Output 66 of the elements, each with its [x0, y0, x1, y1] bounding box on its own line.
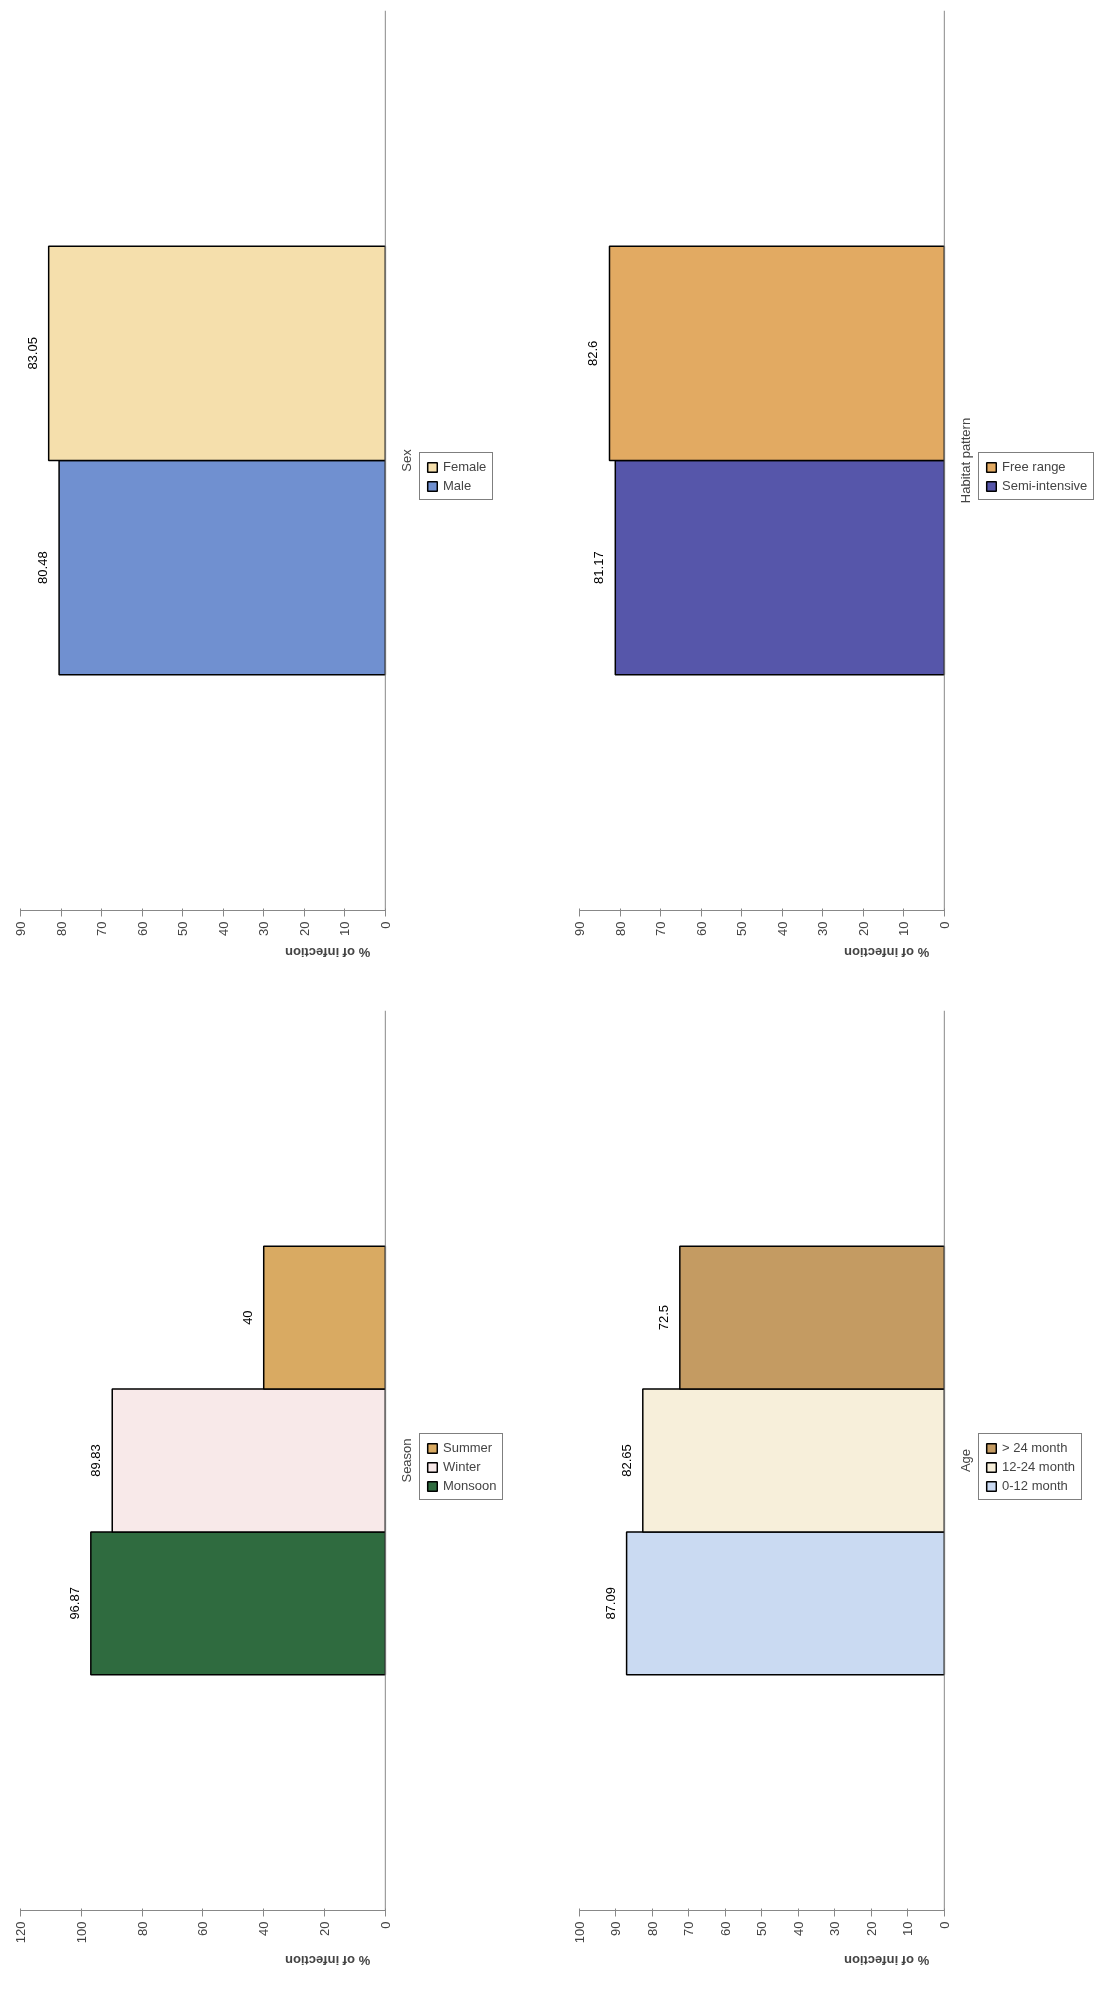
x-tick-label: 90: [13, 921, 28, 936]
legend-label: Free range: [1002, 459, 1066, 474]
data-label: 72.5: [655, 1304, 671, 1331]
x-tick-label: 40: [774, 921, 790, 936]
x-tick-label: 90: [608, 1921, 624, 1936]
x-tick-label: 90: [572, 921, 587, 936]
x-tick-label: 100: [572, 1921, 587, 1944]
x-tick-label: 60: [693, 921, 709, 936]
y-axis-title: Season: [399, 1438, 415, 1483]
legend-label: Male: [443, 478, 472, 493]
x-tick-label: 50: [754, 1921, 770, 1936]
x-tick-label: 10: [337, 921, 353, 936]
x-tick-label: 120: [13, 1921, 28, 1944]
x-axis-title: % of infection: [284, 1952, 371, 1968]
data-label: 40: [239, 1310, 255, 1325]
x-axis-title: % of infection: [843, 945, 930, 961]
y-axis-title: Habitat pattern: [958, 417, 974, 504]
data-label: 80.48: [35, 551, 51, 584]
x-tick-label: 80: [53, 921, 69, 936]
x-tick-label: 0: [377, 1921, 393, 1929]
data-label: 87.09: [602, 1587, 618, 1620]
legend-label: Semi-intensive: [1002, 478, 1088, 493]
x-tick-label: 10: [896, 921, 912, 936]
data-label: 81.17: [591, 551, 607, 584]
x-tick-label: 80: [612, 921, 628, 936]
x-tick-label: 60: [717, 1921, 733, 1936]
legend-label: Winter: [443, 1459, 481, 1474]
data-label: 82.6: [585, 340, 601, 367]
data-label: 89.83: [88, 1444, 104, 1477]
x-tick-label: 20: [317, 1921, 333, 1936]
x-tick-label: 30: [256, 921, 272, 936]
x-tick-label: 80: [134, 1921, 150, 1936]
x-tick-label: 70: [94, 921, 110, 936]
legend-label: Female: [443, 459, 487, 474]
legend-label: Summer: [443, 1440, 493, 1455]
x-tick-label: 80: [644, 1921, 660, 1936]
data-label: 82.65: [618, 1444, 634, 1477]
legend-label: 12-24 month: [1002, 1459, 1075, 1474]
legend-label: > 24 month: [1002, 1440, 1068, 1455]
x-tick-label: 30: [827, 1921, 843, 1936]
legend-label: 0-12 month: [1002, 1478, 1068, 1493]
x-tick-label: 60: [195, 1921, 211, 1936]
x-tick-label: 30: [815, 921, 831, 936]
x-tick-label: 40: [215, 921, 231, 936]
x-tick-label: 100: [73, 1921, 89, 1944]
x-tick-label: 20: [863, 1921, 879, 1936]
x-tick-label: 50: [734, 921, 750, 936]
legend-label: Monsoon: [443, 1478, 497, 1493]
x-tick-label: 20: [855, 921, 871, 936]
x-tick-label: 40: [256, 1921, 272, 1936]
x-tick-label: 0: [936, 1921, 952, 1929]
x-tick-label: 70: [653, 921, 669, 936]
x-tick-label: 20: [296, 921, 312, 936]
data-label: 83.05: [24, 337, 40, 370]
x-tick-label: 10: [900, 1921, 916, 1936]
x-tick-label: 0: [936, 921, 952, 929]
x-tick-label: 70: [681, 1921, 697, 1936]
x-axis-title: % of infection: [284, 945, 371, 961]
data-label: 96.87: [66, 1587, 82, 1620]
y-axis-title: Sex: [399, 448, 415, 472]
x-tick-label: 0: [377, 921, 393, 929]
x-axis-title: % of infection: [843, 1952, 930, 1968]
x-tick-label: 50: [175, 921, 191, 936]
x-tick-label: 60: [134, 921, 150, 936]
x-tick-label: 40: [790, 1921, 806, 1936]
y-axis-title: Age: [958, 1448, 974, 1473]
